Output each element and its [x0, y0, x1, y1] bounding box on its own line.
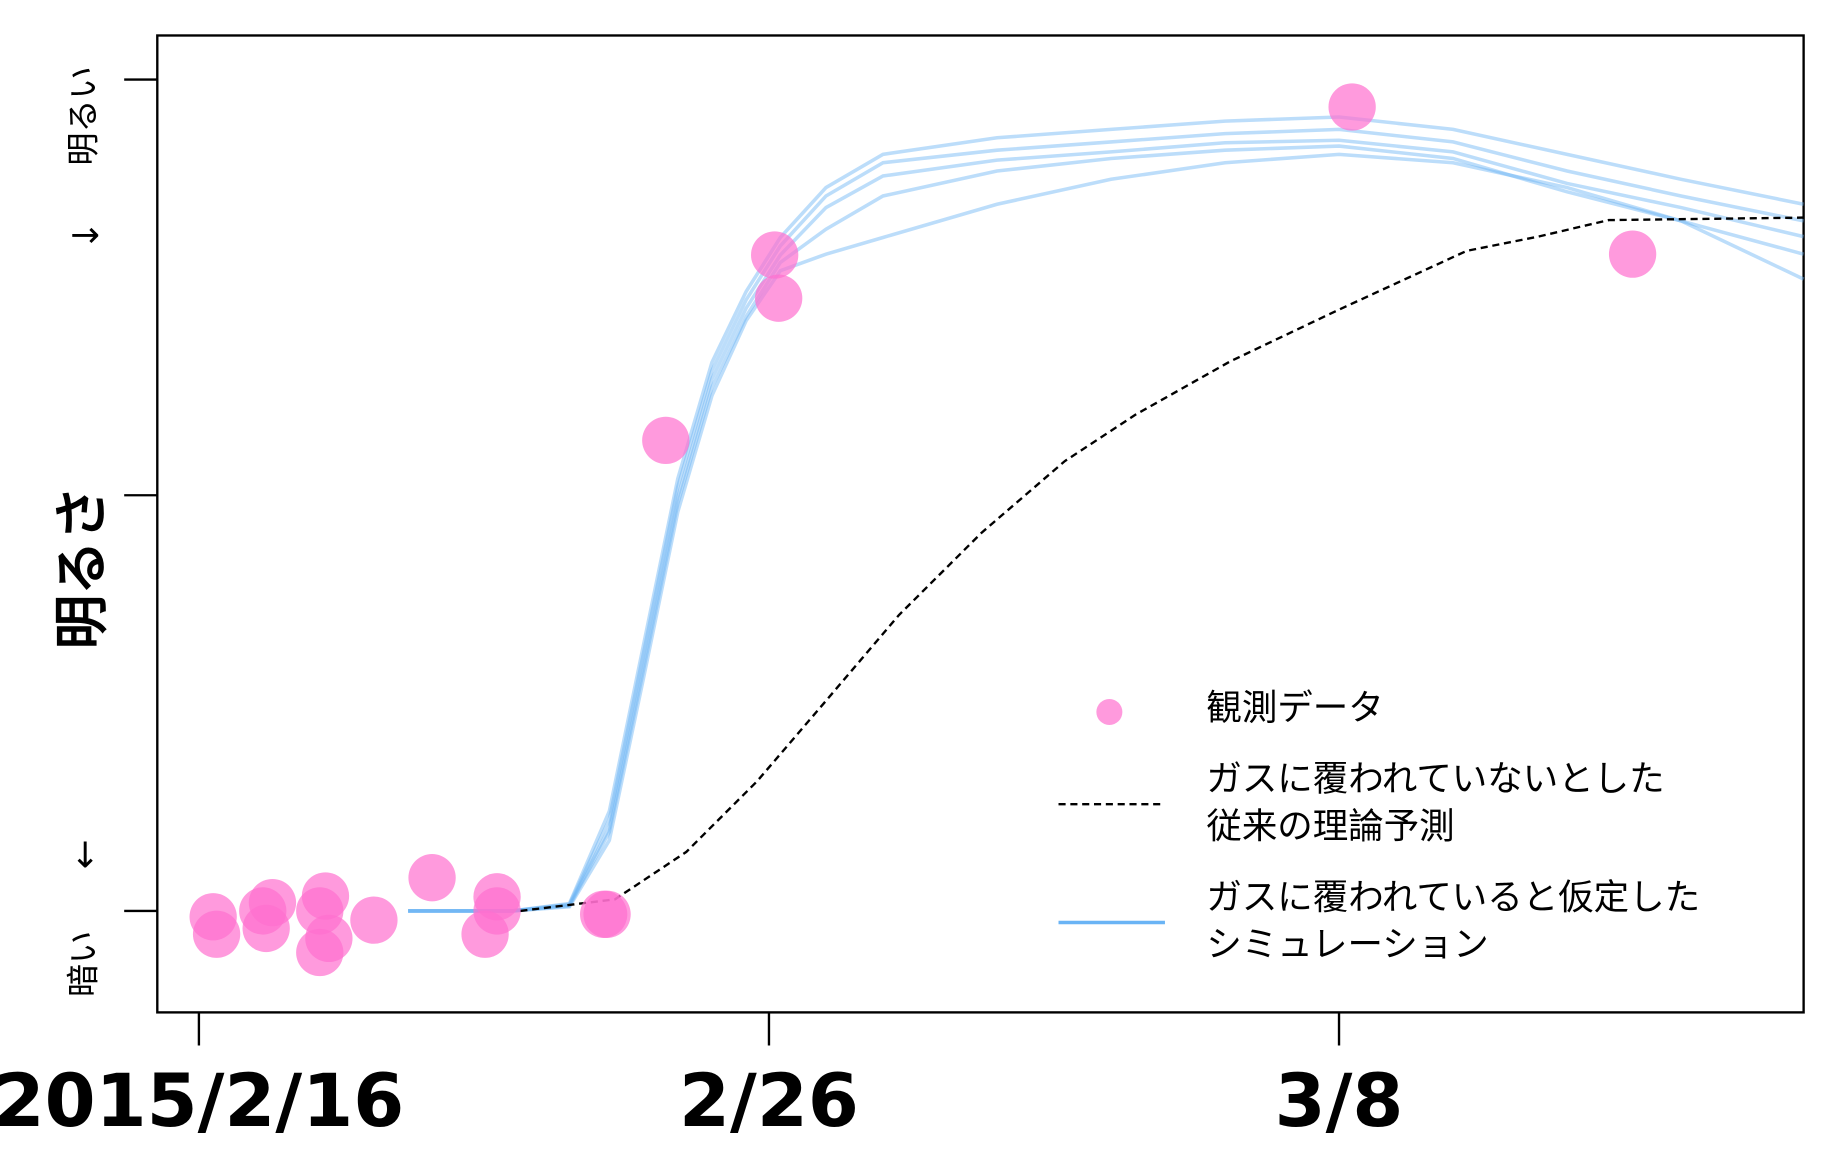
simulation-curve [408, 127, 1804, 913]
simulation-curve [408, 144, 1805, 913]
observation-point [755, 274, 803, 322]
y-axis-label: 明るさ [50, 486, 113, 649]
prediction-line [520, 216, 1804, 913]
legend-label: ガスに覆われていないとした [1206, 759, 1664, 800]
observation-point [642, 416, 690, 465]
legend-label: 従来の理論予測 [1206, 806, 1454, 847]
observation-point [751, 231, 799, 279]
x-tick-label: 3/8 [1275, 1059, 1404, 1144]
legend-marker [1096, 698, 1123, 725]
legend-label: 観測データ [1206, 688, 1383, 729]
y-high-arrow: → [70, 215, 100, 256]
simulation-curve [408, 115, 1804, 913]
y-low-label: 暗い [64, 931, 103, 997]
observation-point [350, 896, 398, 944]
plot-root: 明るさ 明るい → ↓ 暗い 2015/2/16 2/26 3/8 観測データガスに覆… [0, 34, 1805, 1144]
observation-point [473, 887, 521, 935]
y-low-arrow: ↓ [70, 835, 100, 876]
observation-point [1608, 230, 1657, 278]
x-tick-label: 2/26 [679, 1059, 859, 1144]
simulation-curve [408, 152, 1805, 913]
observation-point [1328, 83, 1376, 131]
legend-label: ガスに覆われていると仮定した [1206, 877, 1700, 918]
plot-frame [156, 34, 1805, 1014]
x-tick-label: 2015/2/16 [0, 1059, 404, 1144]
y-high-label: 明るい [64, 66, 103, 165]
observation-point [408, 854, 456, 902]
simulation-curve [408, 138, 1805, 913]
observation-point [583, 890, 631, 938]
observation-point [301, 872, 350, 920]
observation-point [192, 910, 241, 958]
observation-point [242, 904, 290, 953]
legend-label: シミュレーション [1206, 924, 1488, 965]
observation-point [296, 928, 344, 977]
